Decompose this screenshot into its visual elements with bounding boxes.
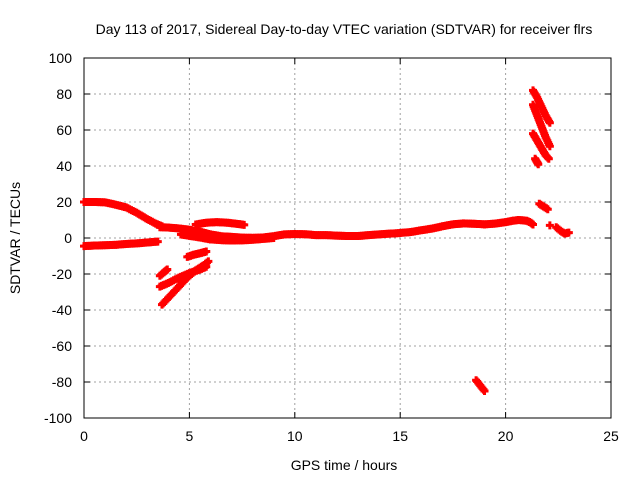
series-arc-i bbox=[155, 265, 172, 280]
ticks bbox=[83, 57, 612, 419]
data-point bbox=[202, 247, 211, 256]
y-tick-label: -80 bbox=[52, 374, 72, 390]
series-arc-n bbox=[529, 129, 553, 163]
data-point bbox=[544, 154, 553, 163]
series-arc-g bbox=[155, 262, 211, 291]
series-arc-r bbox=[552, 223, 573, 238]
data-point bbox=[240, 220, 249, 229]
data-point bbox=[564, 228, 573, 237]
y-tick-label: 80 bbox=[56, 86, 72, 102]
y-tick-label: -60 bbox=[52, 338, 72, 354]
y-tick-label: 100 bbox=[49, 50, 73, 66]
series-arc-q bbox=[545, 221, 554, 230]
x-tick-label: 10 bbox=[287, 428, 303, 444]
data-point bbox=[163, 265, 172, 274]
series-arc-m bbox=[529, 100, 554, 151]
series-arc-d bbox=[176, 230, 278, 245]
series-arc-c bbox=[155, 219, 489, 242]
data-point bbox=[545, 221, 554, 230]
data-point bbox=[153, 237, 162, 246]
data-point bbox=[545, 118, 554, 127]
x-tick-label: 25 bbox=[603, 428, 619, 444]
data-point bbox=[204, 257, 213, 266]
x-tick-label: 20 bbox=[498, 428, 514, 444]
series-arc-b bbox=[80, 198, 166, 231]
y-tick-label: -40 bbox=[52, 302, 72, 318]
x-tick-label: 0 bbox=[80, 428, 88, 444]
tick-labels: 0 5 10 15 20 25 -100 -80 -60 -40 -20 0 20 40 60 80 100 bbox=[44, 50, 619, 444]
data-point bbox=[480, 387, 489, 395]
series-arc-k bbox=[472, 376, 489, 395]
y-tick-label: -20 bbox=[52, 266, 72, 282]
x-tick-label: 15 bbox=[392, 428, 408, 444]
y-tick-label: -100 bbox=[44, 410, 72, 426]
chart-title: Day 113 of 2017, Sidereal Day-to-day VTE… bbox=[96, 21, 593, 37]
series-arc-o bbox=[531, 154, 543, 169]
x-axis-label: GPS time / hours bbox=[291, 457, 398, 473]
y-tick-label: 0 bbox=[64, 230, 72, 246]
series-arc-a bbox=[80, 237, 162, 251]
y-tick-label: 40 bbox=[56, 158, 72, 174]
series-arc-l bbox=[529, 86, 554, 127]
data-point bbox=[529, 220, 538, 229]
y-axis-label: SDTVAR / TECUs bbox=[7, 182, 23, 294]
series-arc-e bbox=[191, 218, 249, 229]
data-points bbox=[80, 86, 573, 395]
series-arc-p bbox=[535, 199, 552, 214]
series-arc-h bbox=[183, 247, 211, 261]
data-point bbox=[543, 205, 552, 214]
y-tick-label: 60 bbox=[56, 122, 72, 138]
data-point bbox=[202, 262, 211, 271]
series-arc-j bbox=[480, 216, 538, 229]
data-point bbox=[269, 234, 278, 242]
data-point bbox=[545, 142, 554, 151]
y-tick-label: 20 bbox=[56, 194, 72, 210]
x-tick-label: 5 bbox=[186, 428, 194, 444]
data-point bbox=[534, 160, 543, 169]
